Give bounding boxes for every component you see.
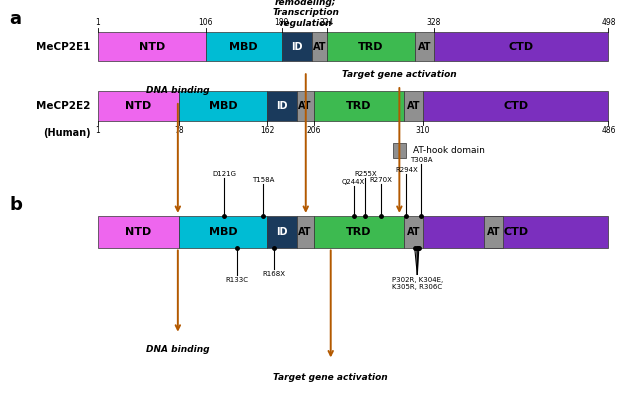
Text: 78: 78 — [174, 126, 183, 135]
Bar — [297, 216, 314, 248]
Text: 1: 1 — [95, 17, 100, 27]
Text: AT: AT — [407, 227, 421, 237]
Bar — [98, 216, 179, 248]
Text: T158A: T158A — [252, 177, 275, 183]
Text: 206: 206 — [306, 126, 321, 135]
Bar — [179, 216, 267, 248]
Bar — [313, 32, 327, 61]
Text: NTD: NTD — [125, 101, 152, 111]
Text: 328: 328 — [427, 17, 441, 27]
Text: R294X: R294X — [395, 167, 417, 173]
Text: ID: ID — [276, 227, 288, 237]
Text: T308A: T308A — [410, 157, 432, 163]
Text: MBD: MBD — [209, 227, 237, 237]
Bar — [314, 91, 404, 121]
Text: MeCP2E1: MeCP2E1 — [36, 42, 90, 51]
Bar — [206, 32, 281, 61]
Text: NTD: NTD — [139, 42, 165, 51]
Bar — [179, 91, 267, 121]
Text: 180: 180 — [275, 17, 289, 27]
Bar — [98, 91, 179, 121]
Text: TRD: TRD — [346, 227, 372, 237]
Text: AT-hook domain: AT-hook domain — [413, 147, 485, 155]
Text: AT: AT — [417, 42, 431, 51]
Text: R133C: R133C — [225, 277, 248, 283]
Text: TRD: TRD — [358, 42, 384, 51]
Text: (Human): (Human) — [43, 128, 90, 138]
Text: b: b — [9, 196, 22, 214]
Text: AT: AT — [313, 42, 326, 51]
Text: R270X: R270X — [369, 177, 392, 183]
Text: AT: AT — [298, 101, 312, 111]
Text: ID: ID — [276, 101, 288, 111]
Bar — [327, 32, 415, 61]
Text: MBD: MBD — [209, 101, 237, 111]
Text: AT: AT — [487, 227, 500, 237]
Text: 1: 1 — [95, 126, 100, 135]
Bar — [434, 32, 608, 61]
Bar — [393, 143, 406, 158]
Text: 310: 310 — [416, 126, 431, 135]
Text: AT: AT — [298, 227, 312, 237]
Bar — [267, 91, 297, 121]
Text: ID: ID — [291, 42, 303, 51]
Text: a: a — [9, 10, 21, 28]
Text: MeCP2E2: MeCP2E2 — [36, 101, 90, 111]
Text: Q244X: Q244X — [342, 179, 365, 185]
Text: R255X: R255X — [354, 171, 376, 177]
Bar — [484, 216, 503, 248]
Bar — [423, 216, 608, 248]
Bar — [281, 32, 313, 61]
Text: 486: 486 — [601, 126, 616, 135]
Text: R168X: R168X — [262, 271, 285, 277]
Text: 224: 224 — [319, 17, 334, 27]
Text: Target gene activation: Target gene activation — [342, 70, 457, 79]
Text: P302R, K304E,
K305R, R306C: P302R, K304E, K305R, R306C — [392, 277, 443, 290]
Bar — [423, 91, 608, 121]
Text: 162: 162 — [260, 126, 275, 135]
Bar — [314, 216, 404, 248]
Text: Target gene activation: Target gene activation — [273, 373, 388, 382]
Text: CTD: CTD — [503, 101, 529, 111]
Bar — [404, 91, 423, 121]
Text: Chromatin
remodeling;
Transcription
regulation: Chromatin remodeling; Transcription regu… — [272, 0, 339, 28]
Text: 498: 498 — [601, 17, 616, 27]
Text: D121G: D121G — [212, 171, 236, 177]
Text: DNA binding: DNA binding — [146, 86, 210, 95]
Text: TRD: TRD — [346, 101, 372, 111]
Text: 106: 106 — [198, 17, 213, 27]
Bar — [297, 91, 314, 121]
Bar — [415, 32, 434, 61]
Bar — [98, 32, 206, 61]
Text: MBD: MBD — [230, 42, 258, 51]
Text: CTD: CTD — [509, 42, 534, 51]
Text: NTD: NTD — [125, 227, 152, 237]
Text: CTD: CTD — [503, 227, 529, 237]
Bar — [267, 216, 297, 248]
Bar — [404, 216, 423, 248]
Text: DNA binding: DNA binding — [146, 345, 210, 354]
Text: AT: AT — [407, 101, 421, 111]
